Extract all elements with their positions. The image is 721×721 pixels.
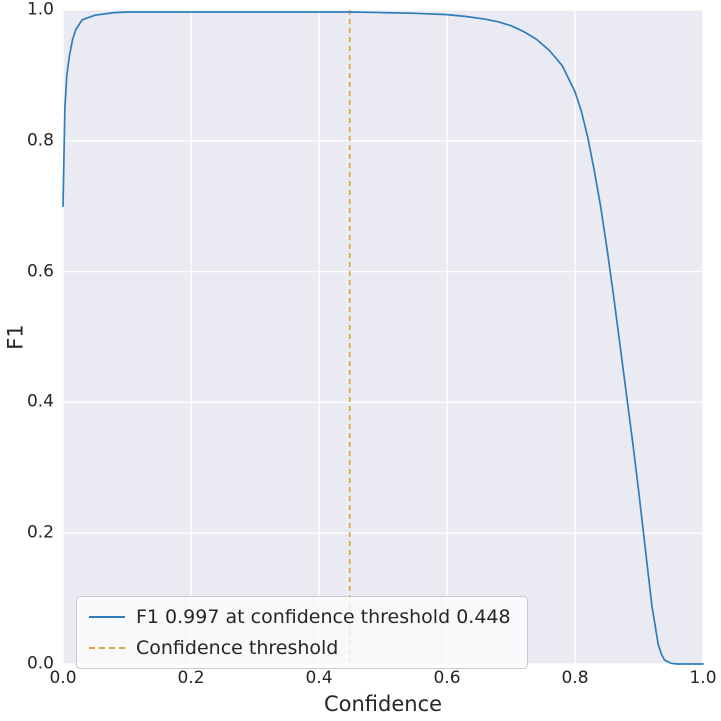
x-tick-label: 0.0 (49, 668, 77, 688)
legend-label-f1: F1 0.997 at confidence threshold 0.448 (136, 606, 511, 628)
y-tick-label: 0.8 (26, 130, 54, 151)
legend: F1 0.997 at confidence threshold 0.448 C… (76, 596, 528, 669)
legend-item-f1-curve: F1 0.997 at confidence threshold 0.448 (89, 606, 511, 628)
y-tick-label: 0.4 (26, 391, 54, 412)
x-tick-label: 0.6 (433, 668, 461, 688)
x-tick-label: 1.0 (689, 668, 717, 688)
x-tick-label: 0.4 (305, 668, 333, 688)
threshold-dashed-line-swatch-icon (89, 647, 125, 649)
x-axis-label: Confidence (323, 692, 443, 716)
f1-curve-line (62, 11, 704, 665)
y-axis-label: F1 (3, 324, 28, 350)
f1-line-swatch-icon (89, 616, 125, 618)
plot-area (63, 10, 703, 664)
x-tick-label: 0.8 (561, 668, 589, 688)
y-tick-label: 0.2 (26, 522, 54, 543)
legend-item-threshold: Confidence threshold (89, 637, 511, 659)
legend-label-threshold: Confidence threshold (136, 637, 339, 659)
y-tick-label: 1.0 (26, 0, 54, 20)
y-tick-label: 0.0 (26, 653, 54, 674)
x-tick-label: 0.2 (177, 668, 205, 688)
y-tick-label: 0.6 (26, 261, 54, 282)
